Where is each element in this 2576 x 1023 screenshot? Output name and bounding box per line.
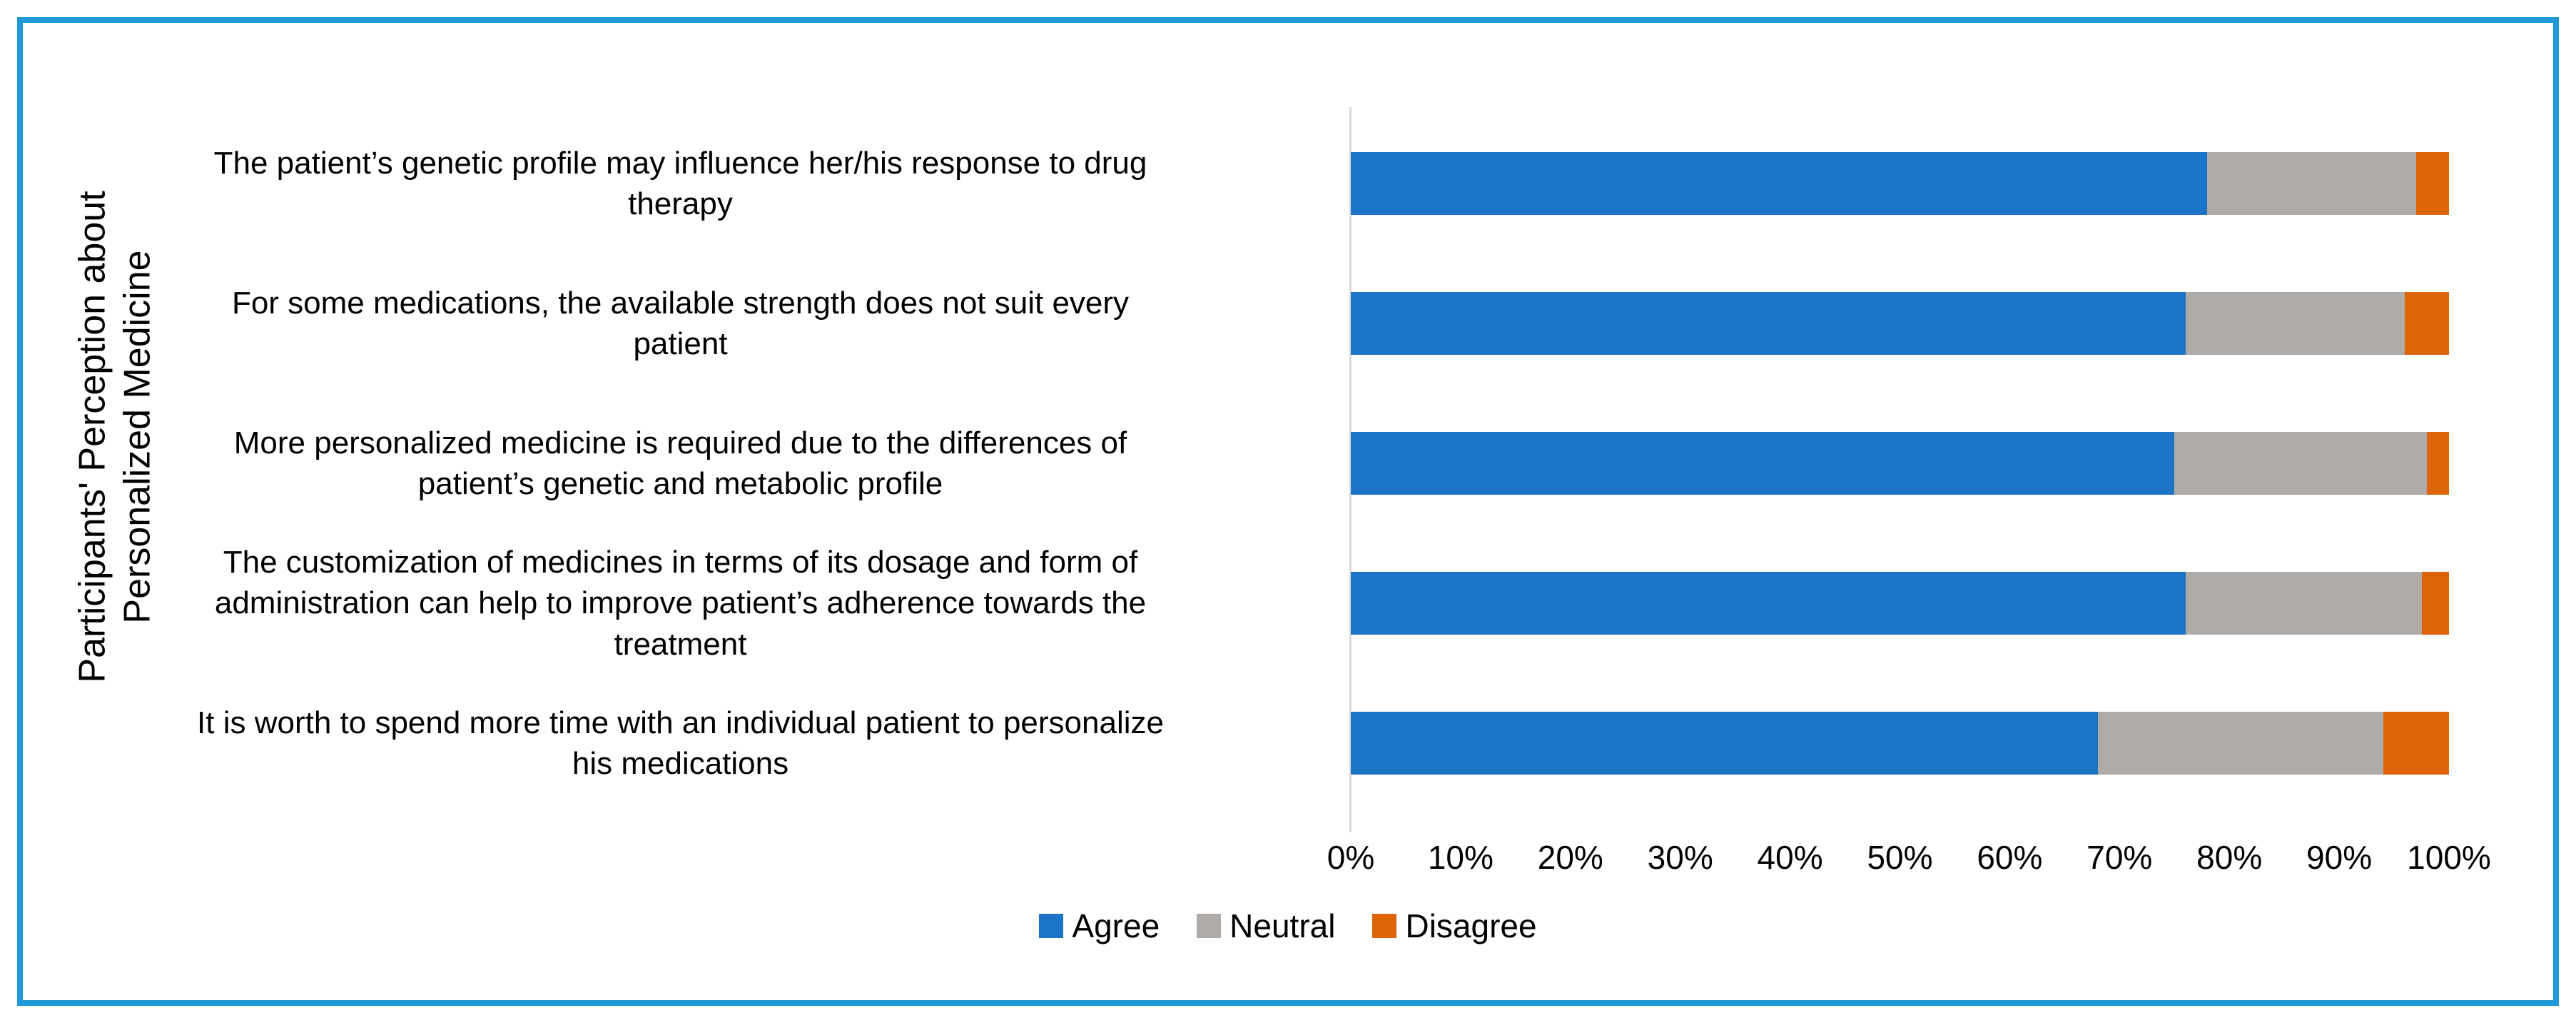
x-axis-tick-label: 50% [1867, 839, 1933, 876]
bar-track [1351, 152, 2449, 215]
x-axis-tick-label: 30% [1647, 839, 1713, 876]
bar-segment-disagree [2415, 152, 2449, 215]
bar-segment-disagree [2383, 712, 2449, 775]
bar-rows: The patient’s genetic profile may influe… [23, 114, 2449, 813]
legend-swatch-disagree [1372, 914, 1397, 938]
category-label: More personalized medicine is required d… [233, 425, 1127, 501]
y-axis-line [1349, 107, 1352, 832]
legend-item-agree: Agree [1039, 907, 1160, 945]
x-axis-tick-label: 90% [2306, 839, 2373, 876]
x-axis-tick-label: 60% [1977, 839, 2043, 876]
bar-track [1351, 572, 2449, 635]
bar-segment-neutral [2174, 432, 2428, 495]
bar-segment-neutral [2185, 292, 2405, 355]
legend: Agree Neutral Disagree [23, 907, 2553, 945]
bar-segment-disagree [2421, 572, 2449, 635]
bar-segment-neutral [2097, 712, 2383, 775]
bar-segment-disagree [2427, 432, 2449, 495]
bar-segment-disagree [2405, 292, 2449, 355]
legend-swatch-neutral [1197, 914, 1222, 938]
bar-segment-agree [1351, 152, 2208, 215]
bar-segment-agree [1351, 572, 2186, 635]
x-axis-tick-label: 70% [2086, 839, 2153, 876]
bar-row: It is worth to spend more time with an i… [23, 673, 2449, 813]
bar-track [1351, 712, 2449, 775]
category-label: The patient’s genetic profile may influe… [213, 145, 1147, 221]
legend-item-disagree: Disagree [1372, 907, 1537, 945]
bar-track [1351, 292, 2449, 355]
bar-track [1351, 432, 2449, 495]
x-axis-tick-label: 40% [1757, 839, 1823, 876]
x-axis-tick-label: 20% [1537, 839, 1603, 876]
bar-row: For some medications, the available stre… [23, 253, 2449, 393]
stacked-bar-chart: Participants' Perception about Personali… [23, 23, 2553, 1000]
category-label: For some medications, the available stre… [231, 285, 1130, 361]
bar-segment-agree [1351, 712, 2098, 775]
bar-row: The customization of medicines in terms … [23, 533, 2449, 673]
bar-row: More personalized medicine is required d… [23, 393, 2449, 533]
legend-label: Disagree [1405, 907, 1537, 944]
bar-segment-neutral [2207, 152, 2416, 215]
category-label: The customization of medicines in terms … [214, 545, 1147, 662]
legend-item-neutral: Neutral [1197, 907, 1335, 945]
legend-label: Agree [1072, 907, 1160, 944]
bar-segment-agree [1351, 292, 2186, 355]
x-axis-tick-label: 0% [1327, 839, 1375, 876]
legend-label: Neutral [1229, 907, 1336, 944]
bar-segment-agree [1351, 432, 2175, 495]
x-axis-tick-label: 100% [2407, 839, 2491, 876]
legend-swatch-agree [1039, 914, 1064, 938]
bar-row: The patient’s genetic profile may influe… [23, 114, 2449, 253]
x-axis-tick-label: 80% [2196, 839, 2263, 876]
x-axis: 0% 10% 20% 30% 40% 50% 60% 70% 80% 90% 100% [1327, 838, 2491, 881]
x-axis-tick-label: 10% [1427, 839, 1494, 876]
category-label: It is worth to spend more time with an i… [197, 705, 1164, 781]
bar-segment-neutral [2185, 572, 2422, 635]
